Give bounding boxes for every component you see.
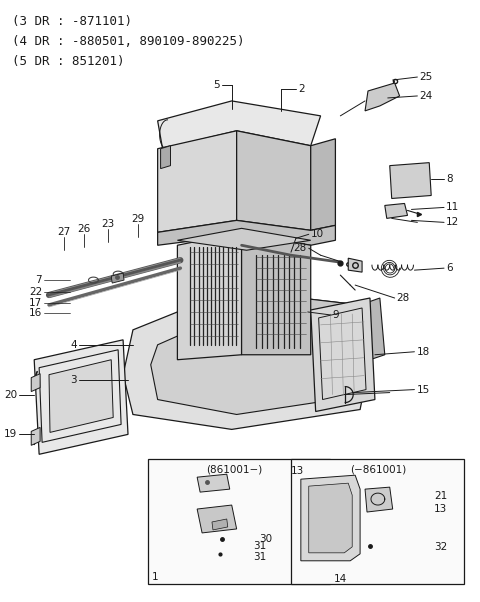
Text: (5 DR : 851201): (5 DR : 851201)	[12, 55, 125, 68]
Text: 25: 25	[420, 72, 432, 82]
Text: 5: 5	[213, 80, 220, 90]
Polygon shape	[385, 203, 408, 219]
Text: 1: 1	[151, 572, 158, 582]
Polygon shape	[151, 310, 345, 414]
Polygon shape	[161, 146, 170, 169]
Polygon shape	[178, 228, 311, 250]
Text: 9: 9	[333, 310, 339, 320]
Text: 6: 6	[446, 263, 453, 273]
Polygon shape	[34, 340, 128, 455]
Text: 31: 31	[253, 541, 267, 551]
Polygon shape	[178, 232, 241, 360]
Polygon shape	[301, 475, 360, 561]
Polygon shape	[311, 138, 336, 231]
Text: 19: 19	[4, 429, 17, 439]
Polygon shape	[348, 258, 362, 272]
Bar	[291, 459, 464, 584]
Text: 26: 26	[77, 225, 90, 234]
Polygon shape	[31, 374, 40, 391]
Text: 22: 22	[29, 287, 42, 297]
Polygon shape	[212, 519, 228, 530]
Text: 14: 14	[334, 574, 347, 584]
Text: (3 DR : -871101): (3 DR : -871101)	[12, 15, 132, 28]
Polygon shape	[197, 505, 237, 533]
Text: 20: 20	[4, 389, 17, 400]
Text: 3: 3	[70, 374, 77, 385]
Text: 23: 23	[102, 219, 115, 229]
Polygon shape	[49, 360, 113, 432]
Polygon shape	[31, 427, 40, 445]
Text: 32: 32	[434, 542, 447, 552]
Polygon shape	[311, 298, 375, 412]
Polygon shape	[360, 298, 385, 360]
Polygon shape	[197, 474, 230, 492]
Text: 13: 13	[291, 466, 304, 476]
Text: 24: 24	[420, 91, 432, 101]
Text: 29: 29	[131, 214, 144, 225]
Text: 12: 12	[446, 217, 459, 228]
Polygon shape	[232, 290, 360, 330]
Text: 28: 28	[396, 293, 410, 303]
Polygon shape	[241, 232, 311, 355]
Text: 11: 11	[446, 202, 459, 213]
Text: 7: 7	[36, 275, 42, 285]
Text: 4: 4	[70, 340, 77, 350]
Text: 13: 13	[434, 504, 447, 514]
Polygon shape	[111, 273, 124, 283]
Polygon shape	[237, 131, 311, 231]
Polygon shape	[123, 290, 370, 429]
Text: (−861001): (−861001)	[350, 464, 406, 474]
Text: (4 DR : -880501, 890109-890225): (4 DR : -880501, 890109-890225)	[12, 36, 245, 48]
Polygon shape	[365, 487, 393, 512]
Text: 2: 2	[298, 84, 304, 94]
Text: 18: 18	[416, 347, 430, 357]
Text: 8: 8	[446, 173, 453, 184]
Polygon shape	[390, 163, 431, 199]
Text: 15: 15	[416, 385, 430, 394]
Polygon shape	[309, 483, 352, 553]
Text: 31: 31	[253, 552, 267, 562]
Text: 10: 10	[311, 229, 324, 240]
Text: 16: 16	[29, 308, 42, 318]
Text: 27: 27	[57, 228, 71, 237]
Polygon shape	[157, 131, 237, 232]
Text: 17: 17	[29, 298, 42, 308]
Bar	[148, 459, 330, 584]
Text: 28: 28	[293, 243, 307, 253]
Polygon shape	[157, 101, 321, 149]
Polygon shape	[157, 220, 336, 245]
Text: (861001−): (861001−)	[206, 464, 263, 474]
Text: 30: 30	[259, 534, 273, 544]
Text: 21: 21	[434, 491, 447, 501]
Polygon shape	[365, 83, 400, 111]
